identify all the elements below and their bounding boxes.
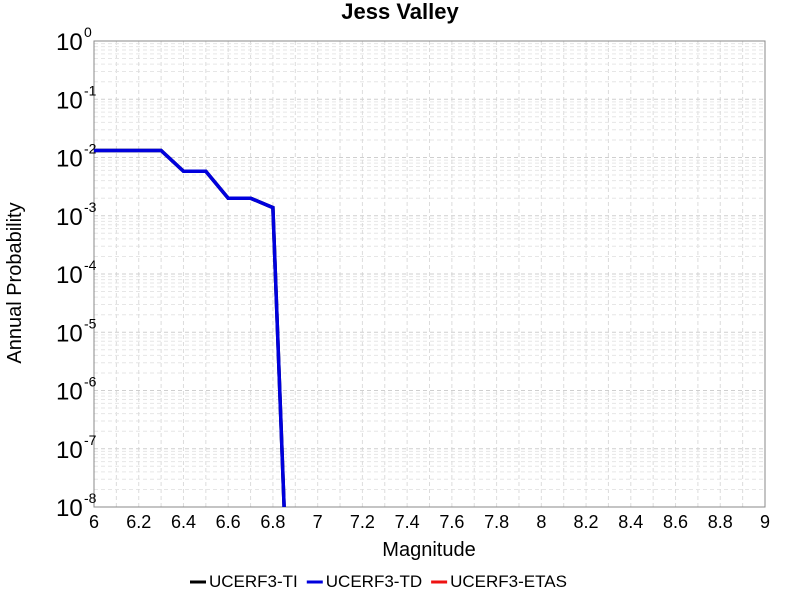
y-tick-base: 10 xyxy=(56,262,83,289)
y-tick-base: 10 xyxy=(56,87,83,114)
y-tick-exponent: 0 xyxy=(84,24,92,40)
y-tick-label: 10 -4 xyxy=(56,257,97,289)
y-tick-base: 10 xyxy=(56,29,83,56)
x-axis-title: Magnitude xyxy=(382,539,475,561)
y-tick-label: 10 -5 xyxy=(56,315,97,347)
y-tick-base: 10 xyxy=(56,204,83,231)
y-tick-base: 10 xyxy=(56,495,83,522)
y-tick-base: 10 xyxy=(56,379,83,406)
y-tick-label: 10 -1 xyxy=(56,82,97,114)
x-tick-label: 8.4 xyxy=(618,512,643,532)
y-tick-exponent: -5 xyxy=(84,315,97,331)
y-tick-label: 10 -6 xyxy=(56,374,97,406)
y-tick-label: 10 -3 xyxy=(56,199,97,231)
x-tick-label: 7 xyxy=(313,512,323,532)
x-tick-label: 6.8 xyxy=(260,512,285,532)
y-axis-title: Annual Probability xyxy=(4,202,26,363)
y-tick-exponent: -6 xyxy=(84,374,97,390)
y-tick-exponent: -3 xyxy=(84,199,97,215)
y-tick-exponent: -1 xyxy=(84,82,97,98)
x-tick-label: 8.8 xyxy=(708,512,733,532)
x-tick-label: 8 xyxy=(536,512,546,532)
x-tick-labels: 6 6.2 6.4 6.6 6.8 7 7.2 7.4 7.6 7.8 8 8.2 8.4 8.6 8.8 9 xyxy=(89,512,770,532)
y-tick-label: 10 0 xyxy=(56,24,92,56)
y-tick-base: 10 xyxy=(56,320,83,347)
legend-item-ucerf3-etas: UCERF3-ETAS xyxy=(431,572,567,591)
x-tick-label: 7.2 xyxy=(350,512,375,532)
legend-item-ucerf3-td: UCERF3-TD xyxy=(306,572,422,591)
legend-item-ucerf3-ti: UCERF3-TI xyxy=(190,572,298,591)
plot-frame xyxy=(93,40,766,508)
x-tick-label: 6.2 xyxy=(126,512,151,532)
x-tick-label: 8.6 xyxy=(663,512,688,532)
x-tick-label: 8.2 xyxy=(574,512,599,532)
y-tick-label: 10 -8 xyxy=(56,490,97,522)
y-tick-label: 10 -7 xyxy=(56,432,97,464)
y-tick-label: 10 -2 xyxy=(56,141,97,173)
y-tick-base: 10 xyxy=(56,437,83,464)
x-tick-label: 7.6 xyxy=(439,512,464,532)
series-layer xyxy=(94,148,286,507)
y-tick-exponent: -4 xyxy=(84,257,97,273)
x-tick-label: 6.4 xyxy=(171,512,196,532)
x-tick-label: 6.6 xyxy=(216,512,241,532)
chart-title: Jess Valley xyxy=(341,0,459,24)
x-tick-label: 7.8 xyxy=(484,512,509,532)
x-tick-label: 9 xyxy=(760,512,770,532)
legend: UCERF3-TI UCERF3-TD UCERF3-ETAS xyxy=(190,572,567,591)
y-tick-exponent: -7 xyxy=(84,432,97,448)
legend-label: UCERF3-TI xyxy=(209,572,298,591)
y-tick-exponent: -8 xyxy=(84,490,97,506)
series-line-ucerf3-td xyxy=(94,148,286,507)
x-tick-label: 7.4 xyxy=(395,512,420,532)
legend-label: UCERF3-TD xyxy=(326,572,422,591)
y-tick-exponent: -2 xyxy=(84,141,97,157)
y-tick-base: 10 xyxy=(56,146,83,173)
x-tick-label: 6 xyxy=(89,512,99,532)
legend-label: UCERF3-ETAS xyxy=(450,572,567,591)
